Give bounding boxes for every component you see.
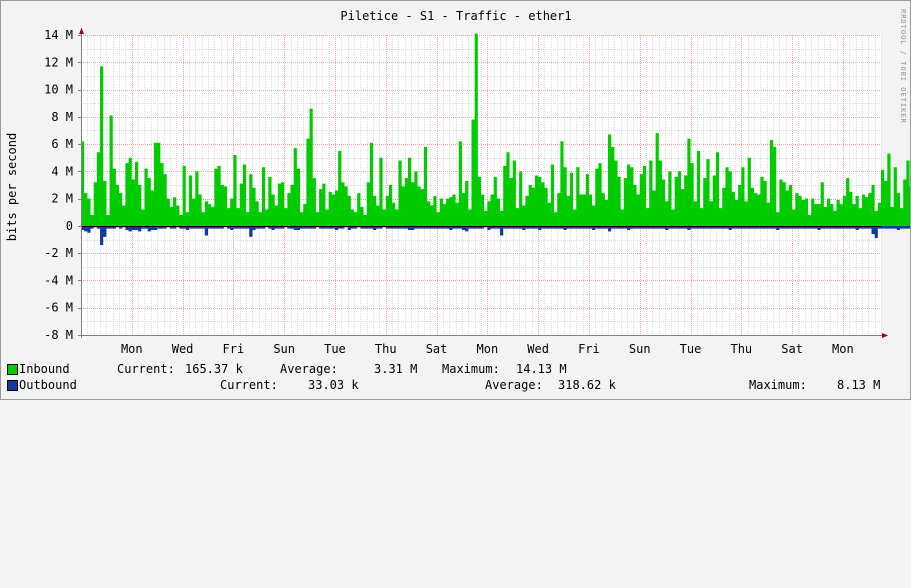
y-tick-label: -2 M bbox=[44, 246, 73, 260]
x-tick-label: Tue bbox=[680, 342, 702, 356]
y-tick-label: -8 M bbox=[44, 328, 73, 342]
y-tick-label: 12 M bbox=[44, 55, 73, 69]
x-tick-label: Mon bbox=[832, 342, 854, 356]
axes bbox=[78, 28, 888, 338]
x-tick-label: Mon bbox=[121, 342, 143, 356]
inbound-current-value: 165.37 k bbox=[185, 362, 243, 376]
y-tick-label: -6 M bbox=[44, 301, 73, 315]
inbound-maximum-value: 14.13 M bbox=[516, 362, 567, 376]
inbound-average-value: 3.31 M bbox=[374, 362, 418, 376]
inbound-area bbox=[81, 33, 910, 226]
inbound-name: Inbound bbox=[19, 362, 70, 376]
rrdtool-watermark: RRDTOOL / TOBI OETIKER bbox=[899, 9, 907, 124]
x-tick-label: Tue bbox=[324, 342, 346, 356]
outbound-area bbox=[81, 225, 910, 245]
y-tick-label: 0 bbox=[66, 219, 73, 233]
outbound-name: Outbound bbox=[19, 378, 77, 392]
outbound-swatch bbox=[7, 380, 18, 391]
graph-frame: Piletice - S1 - Traffic - ether1 bits pe… bbox=[0, 0, 911, 400]
x-tick-label: Wed bbox=[172, 342, 194, 356]
x-tick-label: Sun bbox=[273, 342, 295, 356]
x-tick-labels: Mon Wed Fri Sun Tue Thu Sat Mon Wed Fri Sun Tue Thu S… bbox=[121, 342, 854, 356]
legend-inbound: Inbound Current: 165.37 k Average: 3.31 … bbox=[7, 362, 567, 377]
y-tick-label: -4 M bbox=[44, 273, 73, 287]
x-tick-label: Wed bbox=[527, 342, 549, 356]
inbound-maximum-label: Maximum: bbox=[442, 362, 500, 376]
outbound-maximum-value: 8.13 M bbox=[837, 378, 881, 392]
x-tick-label: Fri bbox=[578, 342, 600, 356]
outbound-average-value: 318.62 k bbox=[558, 378, 616, 392]
outbound-average-label: Average: bbox=[485, 378, 543, 392]
x-tick-label: Mon bbox=[477, 342, 499, 356]
y-axis-label: bits per second bbox=[5, 133, 19, 241]
inbound-swatch bbox=[7, 364, 18, 375]
x-tick-label: Sun bbox=[629, 342, 651, 356]
x-axis-arrow bbox=[882, 333, 888, 338]
y-tick-label: 2 M bbox=[51, 192, 73, 206]
x-tick-label: Thu bbox=[730, 342, 752, 356]
inbound-current-label: Current: bbox=[117, 362, 175, 376]
data-areas bbox=[81, 33, 910, 245]
traffic-chart: Piletice - S1 - Traffic - ether1 bits pe… bbox=[5, 9, 910, 356]
y-tick-label: 6 M bbox=[51, 137, 73, 151]
x-tick-label: Sat bbox=[426, 342, 448, 356]
x-tick-label: Sat bbox=[781, 342, 803, 356]
inbound-average-label: Average: bbox=[280, 362, 338, 376]
y-tick-label: 14 M bbox=[44, 28, 73, 42]
chart-title: Piletice - S1 - Traffic - ether1 bbox=[340, 9, 571, 23]
outbound-current-label: Current: bbox=[220, 378, 278, 392]
y-tick-labels: 14 M 12 M 10 M 8 M 6 M 4 M 2 M 0 -2 M -4 M -6 M -8 … bbox=[44, 28, 81, 342]
x-tick-label: Thu bbox=[375, 342, 397, 356]
outbound-current-value: 33.03 k bbox=[308, 378, 359, 392]
y-tick-label: 8 M bbox=[51, 110, 73, 124]
y-tick-label: 4 M bbox=[51, 164, 73, 178]
y-axis-arrow bbox=[79, 28, 84, 34]
legend-outbound: Outbound Current: 33.03 k Average: 318.6… bbox=[7, 378, 880, 393]
x-tick-label: Fri bbox=[223, 342, 245, 356]
outbound-maximum-label: Maximum: bbox=[749, 378, 807, 392]
y-tick-label: 10 M bbox=[44, 83, 73, 97]
